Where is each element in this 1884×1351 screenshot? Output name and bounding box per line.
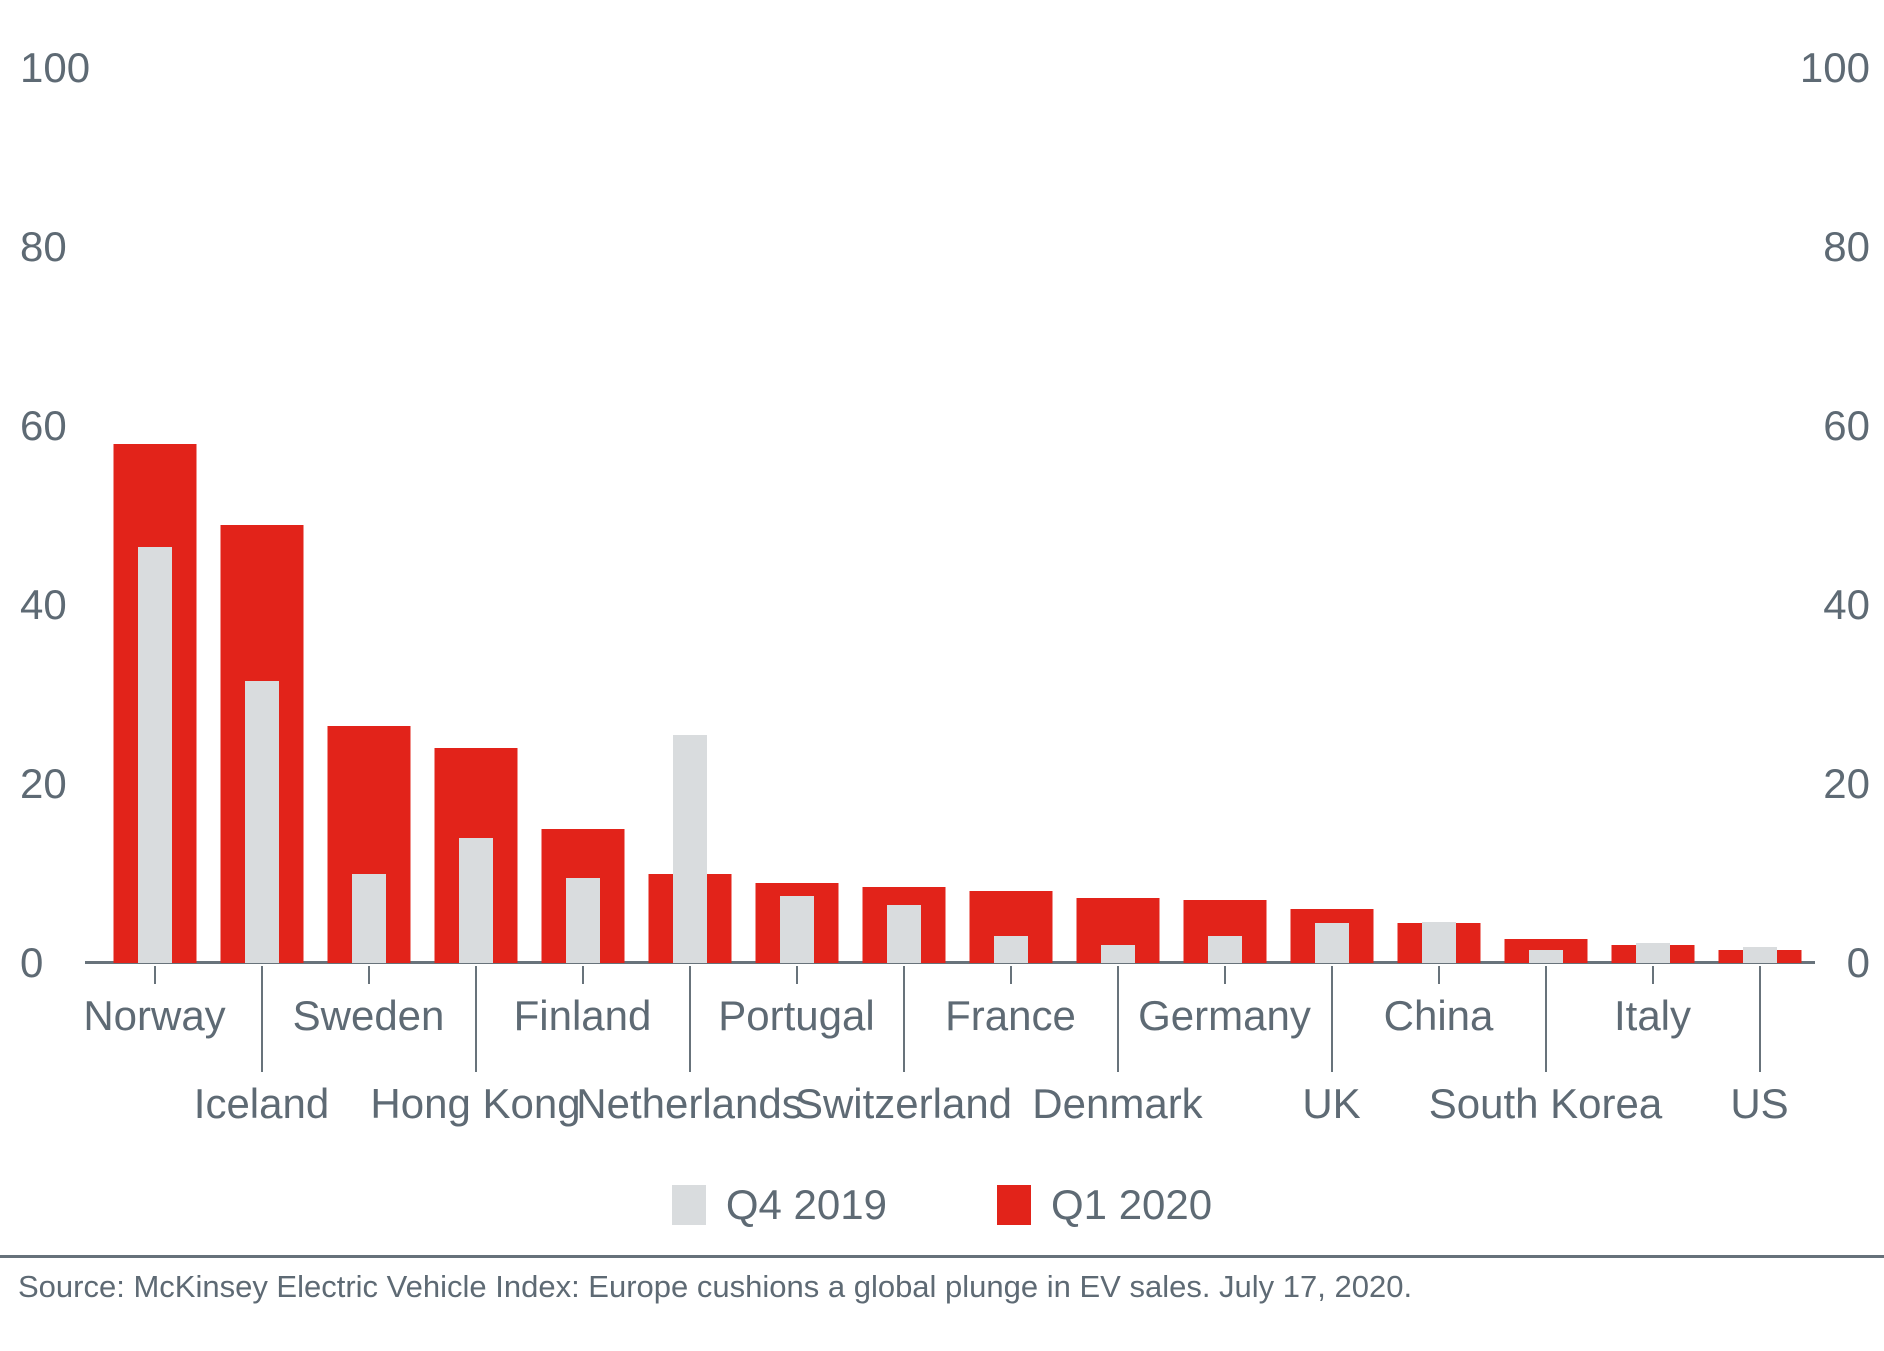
x-label-denmark: Denmark: [1032, 1080, 1203, 1127]
bar-q4-2019-south-korea: [1528, 949, 1563, 963]
legend: Q4 2019 Q1 2020: [0, 1183, 1884, 1227]
x-label-sweden: Sweden: [292, 992, 445, 1039]
y-tick-label-left-100: 100: [20, 44, 91, 91]
bar-q4-2019-france: [993, 936, 1028, 963]
x-label-us: US: [1730, 1080, 1789, 1127]
bar-group-sweden: [315, 68, 422, 963]
x-tick-switzerland: [902, 966, 905, 1072]
legend-item-q1-2020: Q1 2020: [997, 1183, 1212, 1227]
x-tick-italy: [1651, 966, 1654, 984]
bar-group-uk: [1278, 68, 1385, 963]
source-line: Source: McKinsey Electric Vehicle Index:…: [18, 1269, 1413, 1304]
q1-2020-swatch: [997, 1185, 1031, 1225]
bar-group-iceland: [208, 68, 315, 963]
x-label-norway: Norway: [83, 992, 226, 1039]
bar-q4-2019-finland: [565, 878, 600, 963]
y-tick-label-left-20: 20: [20, 760, 67, 807]
x-tick-denmark: [1116, 966, 1119, 1072]
bar-q4-2019-iceland: [244, 681, 279, 963]
y-tick-label-right-100: 100: [1799, 44, 1870, 91]
x-label-south-korea: South Korea: [1428, 1080, 1663, 1127]
x-tick-iceland: [260, 966, 263, 1072]
x-label-germany: Germany: [1138, 992, 1311, 1039]
q4-2019-swatch: [671, 1185, 706, 1225]
x-label-italy: Italy: [1613, 992, 1692, 1039]
bar-q4-2019-netherlands: [672, 734, 707, 963]
x-tick-us: [1758, 966, 1761, 1072]
x-tick-norway: [153, 966, 156, 984]
x-axis-line: [85, 961, 1815, 964]
bar-group-norway: [101, 68, 208, 963]
bar-q4-2019-denmark: [1100, 945, 1135, 963]
x-tick-china: [1437, 966, 1440, 984]
bar-group-germany: [1171, 68, 1278, 963]
bar-group-finland: [529, 68, 636, 963]
legend-label-q4: Q4 2019: [725, 1181, 887, 1228]
footer-separator: [0, 1255, 1884, 1258]
bar-q4-2019-uk: [1314, 922, 1349, 963]
bar-q4-2019-hong-kong: [458, 837, 493, 963]
y-tick-label-left-0: 0: [20, 939, 44, 986]
x-label-china: China: [1383, 992, 1494, 1039]
bar-q4-2019-norway: [137, 546, 172, 963]
x-tick-uk: [1330, 966, 1333, 1072]
x-label-netherlands: Netherlands: [576, 1080, 803, 1127]
x-tick-finland: [581, 966, 584, 984]
bar-group-us: [1706, 68, 1813, 963]
y-tick-label-left-80: 80: [20, 223, 67, 270]
bar-q4-2019-us: [1742, 946, 1777, 963]
x-tick-sweden: [367, 966, 370, 984]
x-label-switzerland: Switzerland: [794, 1080, 1013, 1127]
x-tick-hong-kong: [474, 966, 477, 1072]
bar-group-switzerland: [850, 68, 957, 963]
x-label-iceland: Iceland: [193, 1080, 330, 1127]
y-tick-label-left-60: 60: [20, 402, 67, 449]
bar-q4-2019-italy: [1635, 943, 1670, 963]
x-tick-south-korea: [1544, 966, 1547, 1072]
bar-group-france: [957, 68, 1064, 963]
y-tick-label-right-40: 40: [1823, 581, 1870, 628]
x-tick-france: [1009, 966, 1012, 984]
x-label-uk: UK: [1302, 1080, 1361, 1127]
legend-label-q1: Q1 2020: [1051, 1181, 1213, 1228]
bar-q4-2019-china: [1421, 921, 1456, 963]
x-tick-germany: [1223, 966, 1226, 984]
y-tick-label-left-40: 40: [20, 581, 67, 628]
bar-q4-2019-sweden: [351, 873, 386, 963]
y-tick-label-right-20: 20: [1823, 760, 1870, 807]
x-label-france: France: [945, 992, 1076, 1039]
bar-group-hong-kong: [422, 68, 529, 963]
x-label-hong-kong: Hong Kong: [370, 1080, 581, 1127]
y-tick-label-right-80: 80: [1823, 223, 1870, 270]
bar-group-denmark: [1064, 68, 1171, 963]
bar-group-china: [1385, 68, 1492, 963]
legend-item-q4-2019: Q4 2019: [671, 1181, 887, 1228]
bar-group-netherlands: [636, 68, 743, 963]
bar-q4-2019-portugal: [779, 895, 814, 963]
y-tick-label-right-0: 0: [1846, 939, 1870, 986]
bar-group-portugal: [743, 68, 850, 963]
x-label-portugal: Portugal: [718, 992, 875, 1039]
bar-group-italy: [1599, 68, 1706, 963]
x-tick-portugal: [795, 966, 798, 984]
x-tick-netherlands: [688, 966, 691, 1072]
bar-q4-2019-germany: [1207, 936, 1242, 963]
bar-q4-2019-switzerland: [886, 904, 921, 963]
bar-group-south-korea: [1492, 68, 1599, 963]
x-label-finland: Finland: [513, 992, 652, 1039]
plot-area: [101, 68, 1813, 963]
y-tick-label-right-60: 60: [1823, 402, 1870, 449]
